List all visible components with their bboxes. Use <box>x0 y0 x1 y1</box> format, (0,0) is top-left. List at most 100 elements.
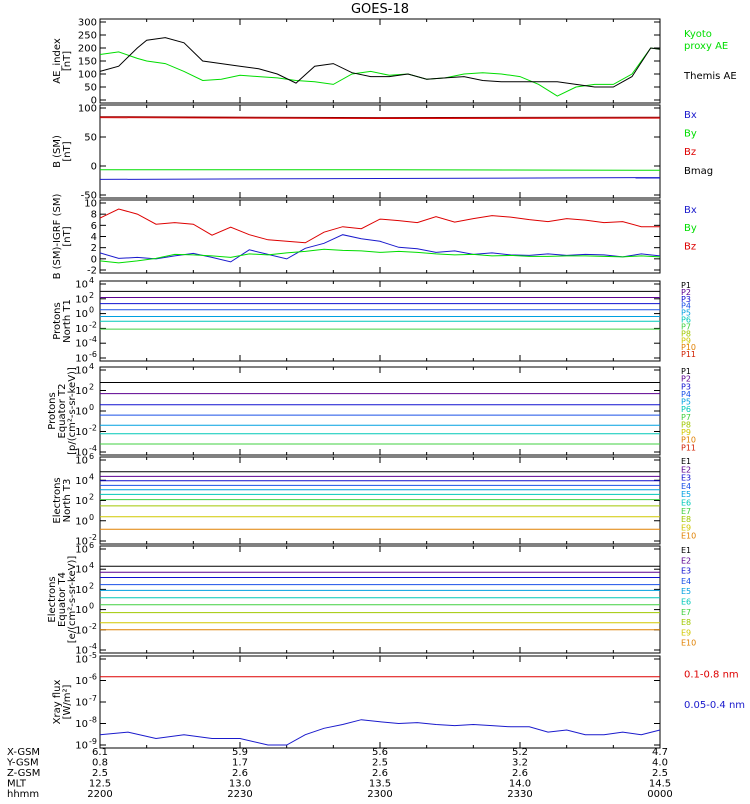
y-tick-exponent: 4 <box>89 472 94 481</box>
y-axis-label-enorth: Electrons North T3 <box>52 477 73 523</box>
legend-peq-p9: P9 <box>681 428 691 437</box>
y-axis-label-line: AE_index <box>52 38 63 84</box>
legend-enorth-e4: E4 <box>681 482 691 491</box>
y-axis-label-line: Protons <box>47 392 58 429</box>
y-tick-exponent: -2 <box>89 533 97 542</box>
ephemeris-value: 4.7 <box>652 747 668 758</box>
y-axis-label-xray: Xray flux [W/m²] <box>52 680 73 725</box>
y-tick-label: 10 <box>75 280 88 291</box>
y-tick-label: 10 <box>75 741 88 752</box>
y-axis-label-line: [p/(cm²-s-sr-keV)] <box>67 367 78 455</box>
legend-enorth-e7: E7 <box>681 507 691 516</box>
y-axis-label-line: Electrons <box>47 576 58 622</box>
legend-pnorth-p3: P3 <box>681 295 691 304</box>
legend-enorth-e8: E8 <box>681 515 691 524</box>
ephemeris-value: 2300 <box>367 789 392 800</box>
ephemeris-value: 13.5 <box>369 779 391 790</box>
legend-ae-kyoto: Kyoto <box>684 29 712 40</box>
ephemeris-label-x-gsm: X-GSM <box>7 747 40 758</box>
y-tick-label: 50 <box>84 133 97 144</box>
y-tick-exponent: -6 <box>89 673 97 682</box>
y-tick-exponent: -2 <box>89 320 97 329</box>
legend-eeq-e5: E5 <box>681 587 691 596</box>
y-axis-label-line: North T1 <box>62 299 73 343</box>
legend-pnorth-p5: P5 <box>681 309 691 318</box>
series-bsm-bmag <box>99 116 661 119</box>
y-tick-label: 10 <box>75 719 88 730</box>
legend-peq-p10: P10 <box>681 436 696 445</box>
legend-pnorth-p4: P4 <box>681 302 691 311</box>
y-axis-label-line: [nT] <box>62 226 73 246</box>
y-tick-exponent: 2 <box>89 383 94 392</box>
y-tick-exponent: -5 <box>89 651 97 660</box>
y-tick-exponent: 4 <box>89 362 94 371</box>
y-axis-label-line: B (SM) <box>52 135 63 168</box>
y-axis-label-bdiff: B (SM)-IGRF (SM) [nT] <box>52 194 73 280</box>
legend-enorth-e9: E9 <box>681 523 691 532</box>
ephemeris-value: 2330 <box>507 789 532 800</box>
ephemeris-label-mlt: MLT <box>7 779 27 790</box>
y-tick-exponent: -6 <box>89 350 97 359</box>
legend-enorth-e2: E2 <box>681 465 691 474</box>
legend-peq-p2: P2 <box>681 375 691 384</box>
ephemeris-label-hhmm: hhmm <box>7 789 39 800</box>
ephemeris-value: 5.9 <box>232 747 248 758</box>
legend-peq-p3: P3 <box>681 382 691 391</box>
legend-pnorth-p6: P6 <box>681 316 691 325</box>
y-tick-label: 100 <box>78 104 97 115</box>
y-tick-label: 6 <box>91 221 97 232</box>
y-tick-label: 10 <box>75 386 88 397</box>
y-tick-label: 10 <box>75 448 88 459</box>
y-tick-label: 100 <box>78 70 97 81</box>
y-tick-label: 10 <box>75 496 88 507</box>
y-tick-exponent: 0 <box>89 513 94 522</box>
y-tick-exponent: -4 <box>89 444 97 453</box>
ephemeris-value: 14.0 <box>509 779 531 790</box>
series-bsm-by <box>100 169 661 171</box>
y-tick-label: -50 <box>81 191 97 202</box>
legend-eeq-e10: E10 <box>681 639 696 648</box>
y-tick-label: 10 <box>75 294 88 305</box>
legend-peq-p5: P5 <box>681 398 691 407</box>
legend-eeq-e7: E7 <box>681 608 691 617</box>
legend-pnorth-p11: P11 <box>681 350 696 359</box>
y-tick-exponent: 4 <box>89 561 94 570</box>
legend-enorth-e10: E10 <box>681 532 696 541</box>
y-tick-label: 4 <box>91 232 97 243</box>
ephemeris-value: 2.5 <box>652 768 668 779</box>
y-tick-label: 10 <box>75 646 88 657</box>
y-axis-label-line: Protons <box>52 302 63 339</box>
y-tick-label: 10 <box>75 516 88 527</box>
y-tick-label: 10 <box>75 625 88 636</box>
y-tick-label: 10 <box>84 199 97 210</box>
y-axis-label-line: Electrons <box>52 477 63 523</box>
y-tick-label: 150 <box>78 57 97 68</box>
ephemeris-value: 2.5 <box>92 768 108 779</box>
series-bdiff-bx <box>99 234 661 263</box>
ephemeris-value: 2.6 <box>232 768 248 779</box>
y-axis-label-bsm: B (SM) [nT] <box>52 135 73 168</box>
legend-eeq-e4: E4 <box>681 577 691 586</box>
legend-bsm-by: By <box>684 129 697 140</box>
legend-eeq-e6: E6 <box>681 598 691 607</box>
ephemeris-value: 3.2 <box>512 758 528 769</box>
legend-eeq-e2: E2 <box>681 556 691 565</box>
ephemeris-value: 14.5 <box>649 779 671 790</box>
ephemeris-value: 2200 <box>87 789 112 800</box>
legend-xray-0.05-0.4-nm: 0.05-0.4 nm <box>684 700 745 711</box>
legend-peq-p11: P11 <box>681 443 696 452</box>
y-axis-label-line: [nT] <box>62 141 73 161</box>
legend-bdiff-by: By <box>684 223 697 234</box>
legend-pnorth-p10: P10 <box>681 343 696 352</box>
plot-title: GOES-18 <box>351 2 409 17</box>
legend-enorth-e5: E5 <box>681 490 691 499</box>
panel-frame-ae <box>99 18 661 104</box>
y-axis-label-line: Equator T2 <box>57 384 68 439</box>
series-ae-kyoto-proxy-ae <box>99 47 661 97</box>
y-tick-label: 50 <box>84 83 97 94</box>
series-bsm-bz <box>99 117 661 120</box>
y-tick-label: 10 <box>75 537 88 548</box>
y-tick-exponent: 2 <box>89 493 94 502</box>
legend-pnorth-p2: P2 <box>681 288 691 297</box>
